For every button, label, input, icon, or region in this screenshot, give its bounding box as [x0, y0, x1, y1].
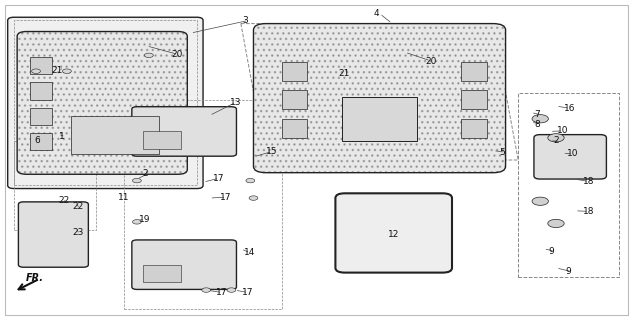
Bar	[30, 82, 52, 100]
Bar	[143, 265, 181, 282]
Text: 21: 21	[52, 66, 63, 75]
Circle shape	[132, 220, 141, 224]
Text: 6: 6	[35, 136, 41, 145]
Bar	[30, 133, 52, 150]
Text: 5: 5	[499, 148, 505, 157]
Text: 22: 22	[58, 196, 70, 205]
Circle shape	[63, 69, 72, 73]
Text: 16: 16	[563, 104, 575, 113]
Text: 18: 18	[582, 207, 594, 216]
Text: 18: 18	[582, 177, 594, 186]
Bar	[461, 90, 487, 109]
Text: 15: 15	[266, 147, 278, 156]
Text: 17: 17	[216, 288, 228, 297]
Circle shape	[532, 115, 548, 123]
Text: 22: 22	[72, 202, 83, 211]
Text: 11: 11	[118, 193, 130, 202]
FancyBboxPatch shape	[17, 32, 187, 174]
Bar	[71, 116, 159, 154]
Text: 10: 10	[556, 126, 568, 135]
Text: 21: 21	[338, 69, 349, 78]
Text: 12: 12	[388, 230, 399, 239]
Text: 2: 2	[553, 136, 559, 146]
Text: 3: 3	[242, 16, 248, 25]
Circle shape	[32, 69, 41, 73]
Text: 19: 19	[139, 215, 150, 224]
Text: 17: 17	[242, 288, 254, 297]
Circle shape	[227, 288, 236, 292]
Circle shape	[246, 178, 254, 183]
Bar	[282, 119, 307, 138]
FancyBboxPatch shape	[132, 107, 237, 156]
FancyBboxPatch shape	[8, 17, 203, 188]
Text: 17: 17	[213, 173, 225, 183]
FancyBboxPatch shape	[18, 202, 89, 267]
Bar	[518, 93, 619, 277]
FancyBboxPatch shape	[534, 135, 606, 179]
Text: 7: 7	[534, 110, 540, 119]
Bar	[461, 62, 487, 81]
Bar	[124, 100, 282, 309]
Bar	[14, 141, 96, 230]
Text: 20: 20	[172, 50, 183, 59]
Text: 13: 13	[230, 98, 241, 107]
Text: 1: 1	[60, 132, 65, 141]
Text: 2: 2	[142, 169, 147, 178]
Circle shape	[132, 178, 141, 183]
FancyBboxPatch shape	[253, 24, 506, 173]
Text: 20: 20	[425, 57, 436, 66]
Text: 17: 17	[220, 193, 232, 202]
Circle shape	[144, 53, 153, 58]
Circle shape	[202, 288, 211, 292]
Circle shape	[532, 197, 548, 205]
Text: FR.: FR.	[25, 273, 43, 283]
Circle shape	[548, 134, 564, 142]
Text: 9: 9	[548, 246, 554, 256]
Bar	[342, 97, 417, 141]
FancyBboxPatch shape	[335, 193, 452, 273]
Circle shape	[249, 196, 258, 200]
Bar	[461, 119, 487, 138]
Text: 14: 14	[244, 248, 255, 258]
Bar	[30, 57, 52, 74]
Bar	[282, 62, 307, 81]
FancyBboxPatch shape	[132, 240, 237, 289]
Text: 23: 23	[72, 228, 84, 236]
Text: 10: 10	[567, 149, 578, 158]
Text: 9: 9	[565, 267, 571, 276]
Bar	[143, 132, 181, 149]
Bar	[30, 108, 52, 125]
Bar	[14, 20, 197, 185]
Text: 8: 8	[534, 120, 540, 129]
Bar	[282, 90, 307, 109]
Text: 4: 4	[373, 9, 379, 18]
Circle shape	[548, 219, 564, 228]
